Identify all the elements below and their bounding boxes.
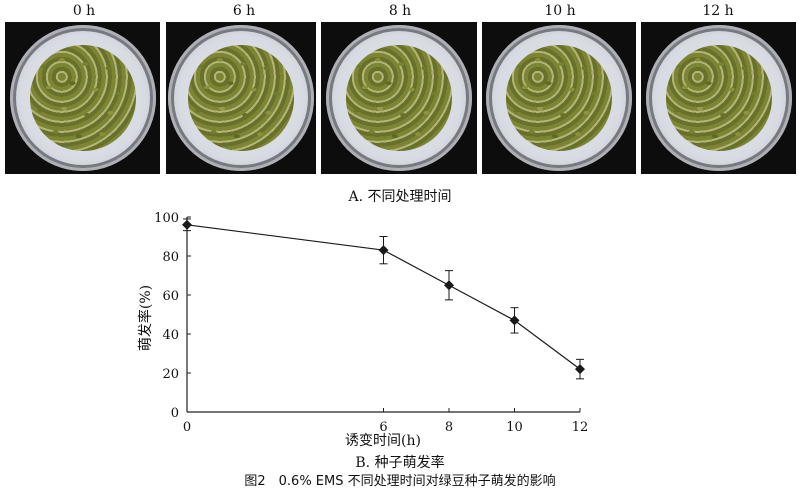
- y-tick-label: 20: [162, 367, 179, 382]
- photo-label-12h: 12 h: [702, 3, 734, 19]
- chart-axes: 0 20 40 60 80 100 0 6 8 10 12: [154, 211, 588, 435]
- data-point: [378, 245, 389, 256]
- y-tick-label: 80: [162, 250, 179, 265]
- data-point: [182, 219, 192, 230]
- y-tick-label: 100: [154, 211, 179, 226]
- petri-dish-photo-12h: [641, 22, 796, 174]
- y-tick-label: 60: [162, 289, 179, 304]
- photo-label-0h: 0 h: [72, 3, 96, 19]
- photo-label-10h: 10 h: [544, 3, 576, 19]
- x-tick-label: 6: [379, 420, 387, 435]
- petri-dish-photo-10h: [482, 22, 636, 174]
- y-tick-label: 40: [162, 328, 179, 343]
- caption-a: A. 不同处理时间: [348, 189, 452, 205]
- x-tick-label: 10: [506, 420, 523, 435]
- petri-dish-photo-8h: [321, 22, 477, 174]
- data-point: [575, 364, 585, 375]
- y-axis-label: 萌发率(%): [137, 285, 154, 351]
- y-tick-label: 0: [171, 406, 179, 421]
- petri-dish-photo-0h: [5, 22, 160, 174]
- x-tick-label: 8: [445, 420, 453, 435]
- caption-b: B. 种子萌发率: [355, 455, 445, 471]
- x-tick-label: 12: [572, 420, 589, 435]
- figure-caption: 图2 0.6% EMS 不同处理时间对绿豆种子萌发的影响: [244, 474, 556, 489]
- photo-label-6h: 6 h: [232, 3, 256, 19]
- data-point: [444, 280, 454, 291]
- petri-dish-photo-6h: [166, 22, 316, 174]
- x-tick-label: 0: [183, 420, 191, 435]
- chart-series: [182, 218, 585, 380]
- x-axis-label: 诱变时间(h): [345, 433, 421, 449]
- data-point: [509, 315, 520, 326]
- photo-label-8h: 8 h: [388, 3, 412, 19]
